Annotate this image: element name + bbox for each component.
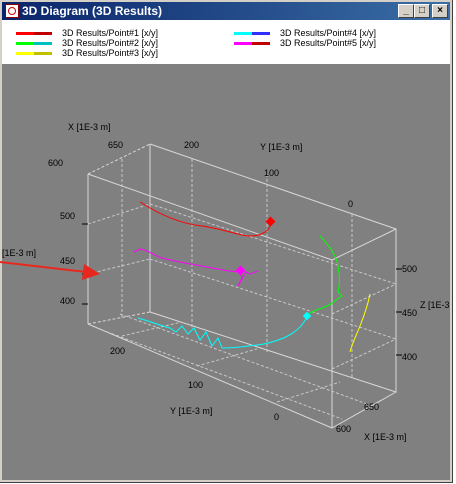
tick-label: 100 [188, 380, 203, 390]
legend-swatch [16, 52, 52, 55]
y-axis-bottom-label: Y [1E-3 m] [170, 406, 212, 416]
grid-lines [87, 143, 397, 429]
tick-label: 200 [110, 346, 125, 356]
x-axis-top-label: X [1E-3 m] [68, 122, 111, 132]
tick-label: 500 [402, 264, 417, 274]
trajectory-point1 [139, 201, 273, 237]
legend-label: 3D Results/Point#3 [x/y] [62, 48, 159, 58]
tick-label: 100 [264, 168, 279, 178]
marker-point5 [235, 265, 246, 276]
tick-label: 400 [60, 296, 75, 306]
trajectory-point3 [349, 293, 371, 353]
window-title: 3D Diagram (3D Results) [22, 4, 163, 18]
legend-label: 3D Results/Point#1 [x/y] [62, 28, 159, 38]
legend-label: 3D Results/Point#5 [x/y] [280, 38, 377, 48]
tick-label: 450 [402, 308, 417, 318]
tick-label: 600 [48, 158, 63, 168]
tick-label: 650 [364, 402, 379, 412]
x-axis-bottom-label: X [1E-3 m] [364, 432, 407, 442]
maximize-button[interactable]: □ [414, 4, 430, 18]
tick-label: 0 [274, 412, 279, 422]
legend-label: 3D Results/Point#2 [x/y] [62, 38, 159, 48]
tick-label: 0 [348, 199, 353, 209]
z-axis-right-label: Z [1E-3 [420, 300, 450, 310]
y-axis-top-label: Y [1E-3 m] [260, 142, 302, 152]
3d-plot[interactable]: X [1E-3 m] Y [1E-3 m] [1E-3 m] Z [1E-3 Y… [2, 64, 450, 480]
title-bar[interactable]: 3D Diagram (3D Results) _ □ × [2, 2, 450, 20]
tick-label: 400 [402, 352, 417, 362]
legend-swatch [234, 32, 270, 35]
tick-label: 200 [184, 140, 199, 150]
marker-point4 [302, 311, 312, 321]
tick-label: 450 [60, 256, 75, 266]
tick-label: 600 [336, 424, 351, 434]
legend: 3D Results/Point#1 [x/y] 3D Results/Poin… [2, 20, 450, 64]
minimize-button[interactable]: _ [398, 4, 414, 18]
close-button[interactable]: × [432, 4, 448, 18]
legend-swatch [234, 42, 270, 45]
tick-label: 500 [60, 211, 75, 221]
trajectory-point2 [307, 235, 343, 315]
tick-marks [82, 223, 402, 356]
z-axis-left-label: [1E-3 m] [2, 248, 36, 258]
marker-point1 [265, 216, 276, 227]
plot-area[interactable]: X [1E-3 m] Y [1E-3 m] [1E-3 m] Z [1E-3 Y… [2, 64, 450, 480]
tick-label: 650 [108, 140, 123, 150]
app-icon[interactable] [5, 4, 19, 18]
legend-swatch [16, 42, 52, 45]
legend-label: 3D Results/Point#4 [x/y] [280, 28, 377, 38]
legend-swatch [16, 32, 52, 35]
trajectory-point4 [137, 315, 309, 349]
